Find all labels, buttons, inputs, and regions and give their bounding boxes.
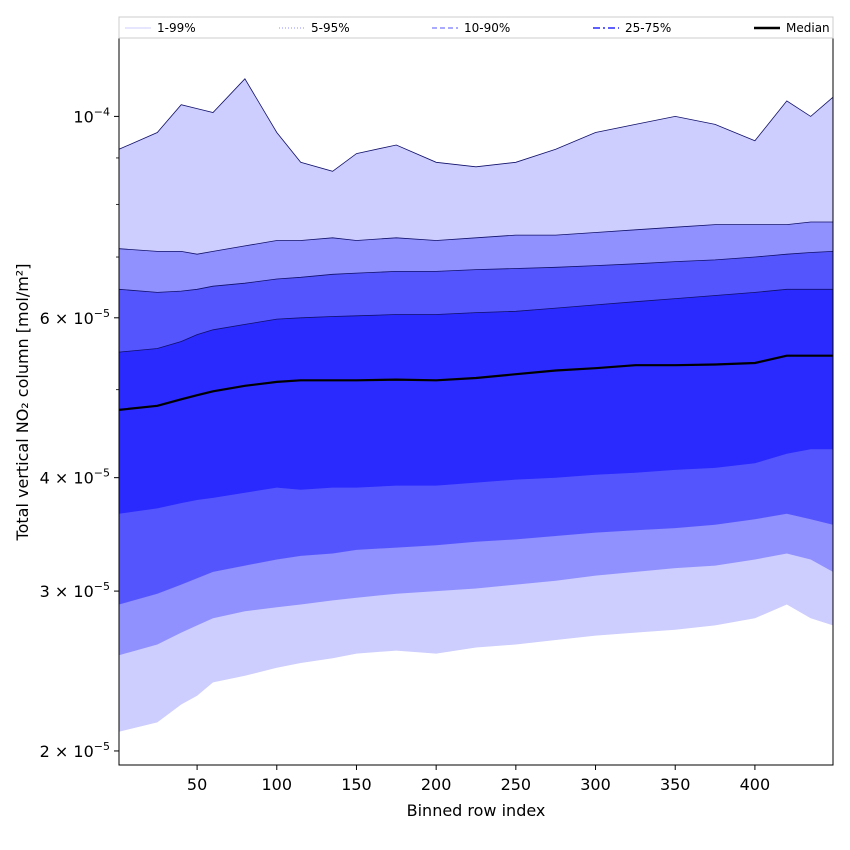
band-edge-5-95pct [118, 221, 833, 255]
legend: 1-99% 5-95% 10-90% 25-75% Median [118, 16, 834, 39]
x-tick-label: 300 [580, 775, 611, 794]
band-layer [119, 78, 833, 732]
legend-label: 1-99% [157, 21, 196, 35]
band-25-75pct [119, 289, 833, 514]
band-edge-10-90pct [118, 251, 834, 293]
x-tick-label: 200 [421, 775, 452, 794]
y-axis: 2 × 10−5 3 × 10−5 4 × 10−5 6 × 10−5 10−4 [40, 105, 119, 761]
legend-label: Median [786, 21, 830, 35]
x-tick-label: 150 [341, 775, 372, 794]
y-tick-label: 3 × 10−5 [40, 580, 110, 601]
y-tick-label: 10−4 [73, 105, 110, 126]
x-axis: 50 100 150 200 250 300 350 400 [187, 765, 770, 794]
y-tick-label: 4 × 10−5 [40, 467, 110, 488]
legend-label: 5-95% [311, 21, 350, 35]
line-layer [118, 78, 834, 411]
median-line [118, 354, 833, 411]
y-tick-label: 6 × 10−5 [40, 307, 110, 328]
x-tick-label: 100 [262, 775, 293, 794]
band-edge-1-99pct [118, 78, 834, 172]
y-axis-label: Total vertical NO₂ column [mol/m²] [13, 264, 32, 542]
y-tick-label: 2 × 10−5 [40, 740, 110, 761]
band-edge-25-75pct [118, 288, 833, 353]
x-tick-label: 50 [187, 775, 207, 794]
legend-box [118, 16, 834, 39]
x-tick-label: 350 [660, 775, 691, 794]
legend-label: 25-75% [625, 21, 671, 35]
legend-label: 10-90% [464, 21, 510, 35]
x-axis-label: Binned row index [407, 801, 546, 820]
x-tick-label: 250 [501, 775, 532, 794]
x-tick-label: 400 [740, 775, 771, 794]
